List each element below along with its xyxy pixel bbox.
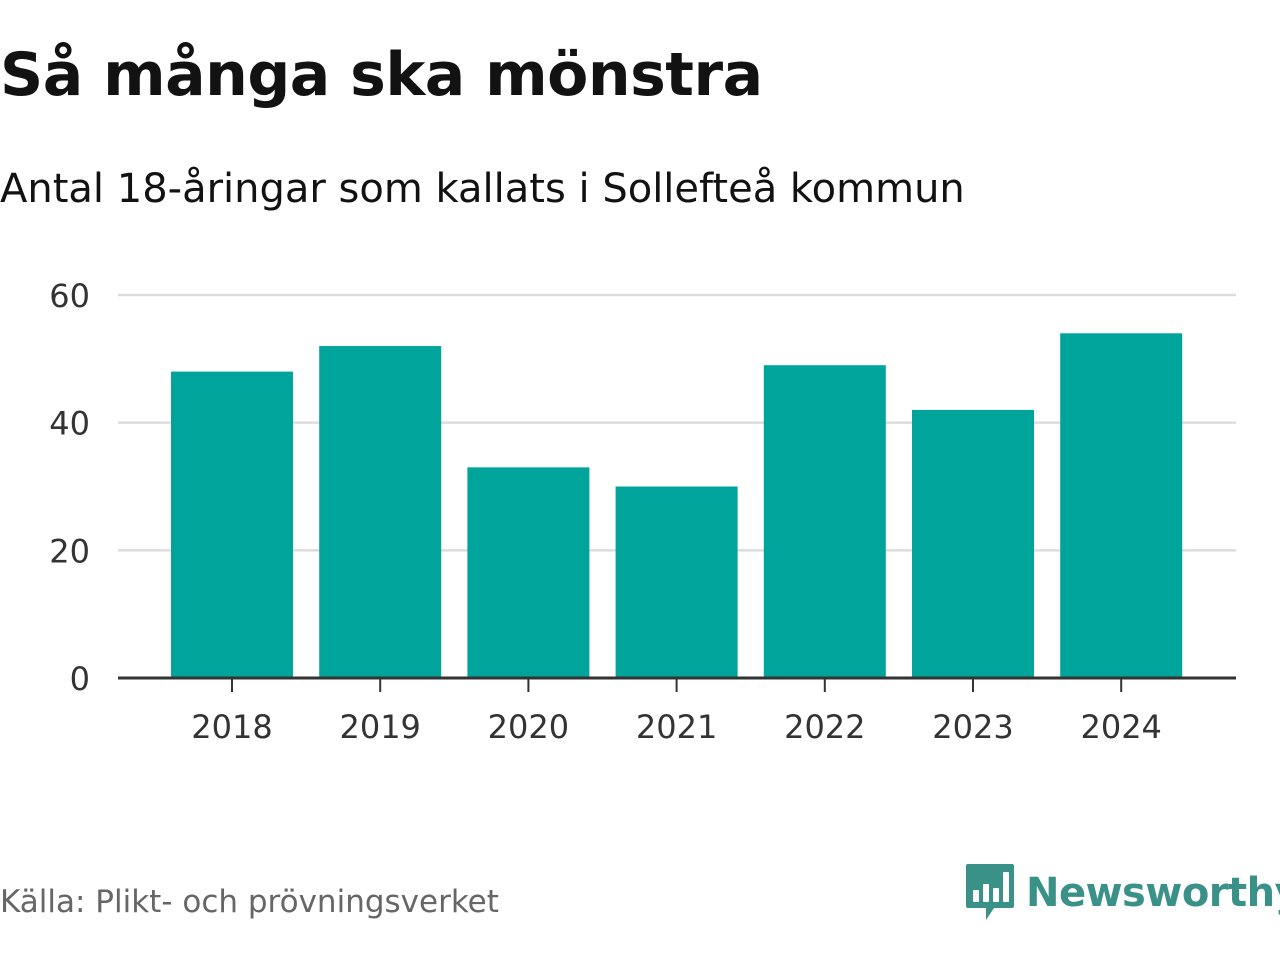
chart-title: Så många ska mönstra <box>0 40 763 110</box>
bar-2022 <box>763 365 886 678</box>
bar-2018 <box>171 371 293 678</box>
bar-2020 <box>467 467 590 678</box>
bar-2023 <box>912 409 1034 678</box>
x-tick-label-2024: 2024 <box>1080 708 1161 746</box>
y-tick-label-20: 20 <box>49 532 90 570</box>
bar-2024 <box>1060 333 1183 678</box>
y-tick-label-40: 40 <box>49 405 90 443</box>
x-tick-label-2023: 2023 <box>932 708 1013 746</box>
brand-logo: Newsworthy <box>964 862 1280 924</box>
x-tick-label-2022: 2022 <box>784 708 865 746</box>
y-tick-label-60: 60 <box>49 277 90 315</box>
y-tick-label-0: 0 <box>70 660 90 698</box>
bar-2019 <box>319 346 442 678</box>
newsworthy-logo-icon <box>966 864 1014 920</box>
x-tick-label-2021: 2021 <box>636 708 717 746</box>
bar-2021 <box>615 486 738 678</box>
source-note: Källa: Plikt- och prövningsverket <box>0 884 499 920</box>
x-tick-label-2020: 2020 <box>488 708 569 746</box>
x-tick-label-2019: 2019 <box>339 708 420 746</box>
x-tick-label-2018: 2018 <box>191 708 272 746</box>
chart-subtitle: Antal 18-åringar som kallats i Sollefteå… <box>0 166 965 212</box>
brand-name: Newsworthy <box>1026 870 1280 916</box>
